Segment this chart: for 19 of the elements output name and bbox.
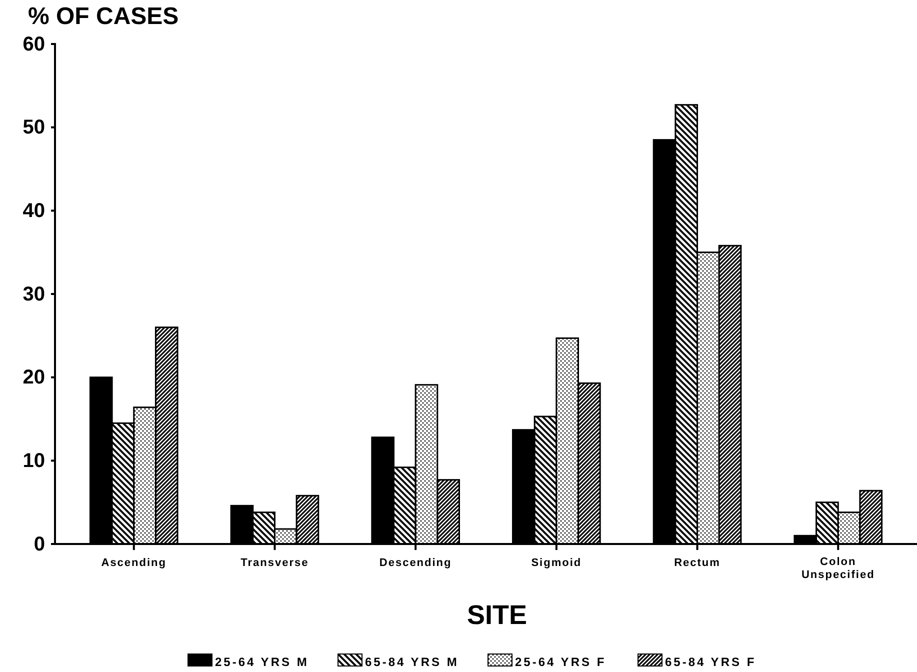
y-tick-label: 10 xyxy=(22,450,45,472)
x-axis-title: SITE xyxy=(466,600,528,630)
y-tick-label: 20 xyxy=(22,366,45,389)
y-tick-label: 50 xyxy=(22,116,45,139)
x-tick-label: Ascending xyxy=(101,557,166,569)
y-axis-title: % OF CASES xyxy=(28,3,179,30)
legend-label: 25-64 YRS F xyxy=(515,655,606,669)
x-tick-label: Transverse xyxy=(240,557,309,569)
legend-label: 65-84 YRS F xyxy=(665,655,756,669)
y-tick-label: 60 xyxy=(22,33,45,56)
x-tick-label: Descending xyxy=(379,557,452,569)
legend-label: 25-64 YRS M xyxy=(215,655,309,669)
x-tick-label: Sigmoid xyxy=(531,557,582,569)
y-tick-label: 30 xyxy=(22,283,45,306)
legend-label: 65-84 YRS M xyxy=(365,655,459,669)
x-tick-label: Colon Unspecified xyxy=(801,556,875,581)
y-tick-label: 0 xyxy=(34,533,45,556)
x-tick-label: Rectum xyxy=(674,557,720,569)
y-tick-label: 40 xyxy=(22,200,45,222)
